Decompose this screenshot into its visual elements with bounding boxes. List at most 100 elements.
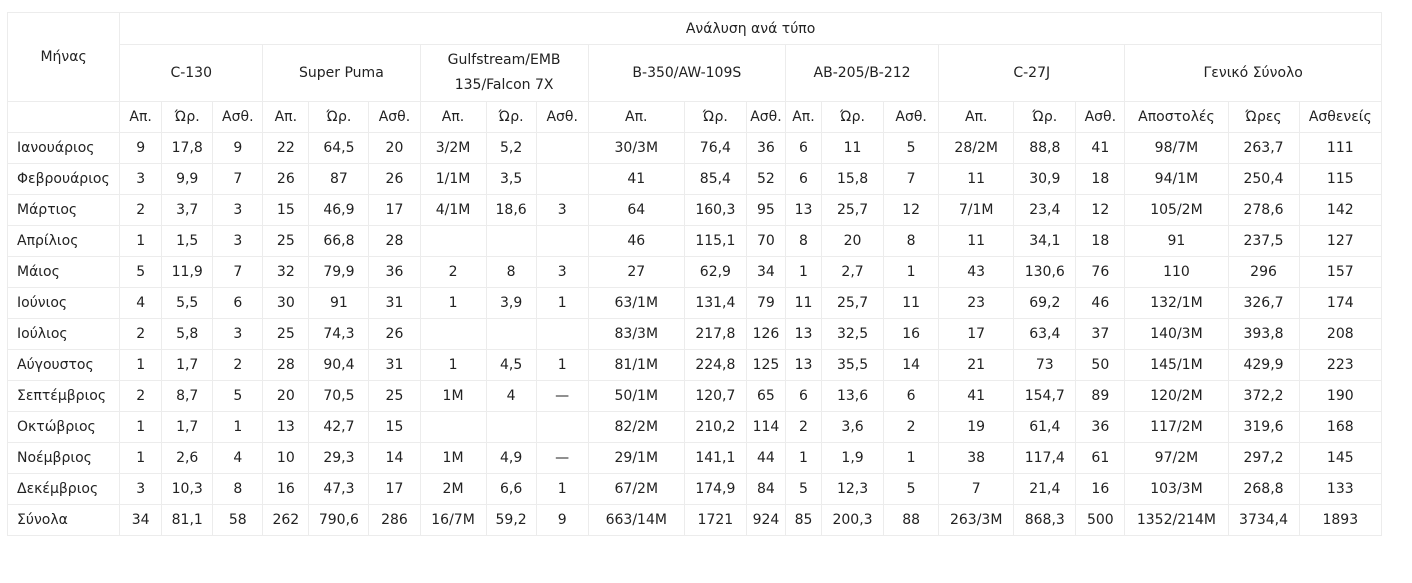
table-cell: 278,6 — [1227, 194, 1300, 226]
table-cell: 15 — [262, 194, 310, 226]
subheader-cell: Απ. — [119, 101, 163, 133]
table-cell: 1 — [119, 225, 163, 257]
table-cell: 63/1M — [587, 287, 685, 319]
table-cell: 97/2M — [1124, 442, 1229, 474]
table-cell: 217,8 — [683, 318, 747, 350]
table-cell: 30,9 — [1013, 163, 1077, 195]
table-cell: 16/7M — [419, 504, 487, 536]
month-cell: Μάιος — [6, 256, 121, 288]
table-cell: 5 — [784, 473, 823, 505]
table-cell: 17 — [368, 473, 421, 505]
table-cell: 3,6 — [820, 411, 885, 443]
subheader-cell: Αποστολές — [1124, 101, 1229, 133]
table-cell: 130,6 — [1013, 256, 1077, 288]
table-cell: 26 — [262, 163, 310, 195]
table-cell: 174,9 — [683, 473, 747, 505]
table-cell: 83/3M — [587, 318, 685, 350]
type-header-grand-total: Γενικό Σύνολο — [1124, 44, 1382, 102]
table-cell: 1/1M — [419, 163, 487, 195]
subheader-cell: Ασθενείς — [1298, 101, 1383, 133]
table-cell: 12 — [883, 194, 940, 226]
table-cell: 110 — [1124, 256, 1229, 288]
table-cell: 4 — [485, 380, 537, 412]
table-cell: 32 — [262, 256, 310, 288]
table-cell: 36 — [745, 132, 786, 164]
table-cell: 6 — [883, 380, 940, 412]
table-cell: 81/1M — [587, 349, 685, 381]
table-cell: 76,4 — [683, 132, 747, 164]
table-cell: 3/2M — [419, 132, 487, 164]
table-cell: 11 — [784, 287, 823, 319]
table-cell: 19 — [938, 411, 1015, 443]
subheader-cell: Ασθ. — [535, 101, 589, 133]
table-cell: 34 — [119, 504, 163, 536]
table-cell: 120,7 — [683, 380, 747, 412]
month-cell: Ιούνιος — [6, 287, 121, 319]
table-cell: 17 — [938, 318, 1015, 350]
table-cell: 15,8 — [820, 163, 885, 195]
table-row: Νοέμβριος 1 2,6 4 10 29,3 14 1M 4,9—29/1M 141,1 44… — [6, 442, 1383, 474]
table-cell: 429,9 — [1227, 349, 1300, 381]
table-cell: — — [535, 442, 589, 474]
table-cell: 868,3 — [1013, 504, 1077, 536]
table-cell: 3 — [535, 256, 589, 288]
table-cell: 8 — [485, 256, 537, 288]
table-cell: 174 — [1298, 287, 1383, 319]
table-cell: 133 — [1298, 473, 1383, 505]
table-cell: 85,4 — [683, 163, 747, 195]
table-cell: 26 — [368, 318, 421, 350]
table-cell: 91 — [308, 287, 370, 319]
table-cell: 924 — [745, 504, 786, 536]
table-cell: 38 — [938, 442, 1015, 474]
table-cell: 2M — [419, 473, 487, 505]
table-cell: 131,4 — [683, 287, 747, 319]
table-cell: 1 — [419, 349, 487, 381]
table-cell: 42,7 — [308, 411, 370, 443]
table-cell: 224,8 — [683, 349, 747, 381]
table-cell: 85 — [784, 504, 823, 536]
table-row: Ιανουάριος 9 17,8 9 22 64,5 20 3/2M 5,2 30/3M 76,4… — [6, 132, 1383, 164]
table-cell: 1 — [119, 349, 163, 381]
table-cell: 1M — [419, 442, 487, 474]
table-cell: 223 — [1298, 349, 1383, 381]
table-cell: 1721 — [683, 504, 747, 536]
table-cell: 35,5 — [820, 349, 885, 381]
table-cell: 326,7 — [1227, 287, 1300, 319]
table-cell: 31 — [368, 349, 421, 381]
table-cell: 64,5 — [308, 132, 370, 164]
subheader-cell: Απ. — [419, 101, 487, 133]
table-cell: 500 — [1075, 504, 1126, 536]
table-cell: 115 — [1298, 163, 1383, 195]
table-cell: 263/3M — [938, 504, 1015, 536]
table-cell: 297,2 — [1227, 442, 1300, 474]
table-cell: 50/1M — [587, 380, 685, 412]
type-analysis-header: Ανάλυση ανά τύπο — [119, 12, 1382, 45]
table-cell: 90,4 — [308, 349, 370, 381]
table-cell — [535, 225, 589, 257]
table-cell: 31 — [368, 287, 421, 319]
table-cell: 11 — [820, 132, 885, 164]
table-cell: 2 — [119, 194, 163, 226]
table-cell: 190 — [1298, 380, 1383, 412]
table-cell: 160,3 — [683, 194, 747, 226]
table-cell: 168 — [1298, 411, 1383, 443]
type-header-gulfstream: Gulfstream/EMB 135/Falcon 7X — [419, 44, 589, 102]
table-cell: 1,5 — [161, 225, 214, 257]
table-cell: 1 — [535, 349, 589, 381]
table-cell: 127 — [1298, 225, 1383, 257]
table-cell: 41 — [1075, 132, 1126, 164]
table-cell: 11 — [883, 287, 940, 319]
table-cell: 16 — [1075, 473, 1126, 505]
table-cell: 15 — [368, 411, 421, 443]
type-header-c27j: C-27J — [938, 44, 1126, 102]
table-cell: 2,6 — [161, 442, 214, 474]
table-cell: 140/3M — [1124, 318, 1229, 350]
table-cell: 87 — [308, 163, 370, 195]
table-cell: 18 — [1075, 225, 1126, 257]
table-cell: 44 — [745, 442, 786, 474]
table-cell: 9 — [119, 132, 163, 164]
table-header: Μήνας Ανάλυση ανά τύπο C-130 Super Puma … — [6, 12, 1383, 133]
table-cell: 12,3 — [820, 473, 885, 505]
table-body: Ιανουάριος 9 17,8 9 22 64,5 20 3/2M 5,2 30/3M 76,4… — [6, 132, 1383, 536]
table-cell: — — [535, 380, 589, 412]
